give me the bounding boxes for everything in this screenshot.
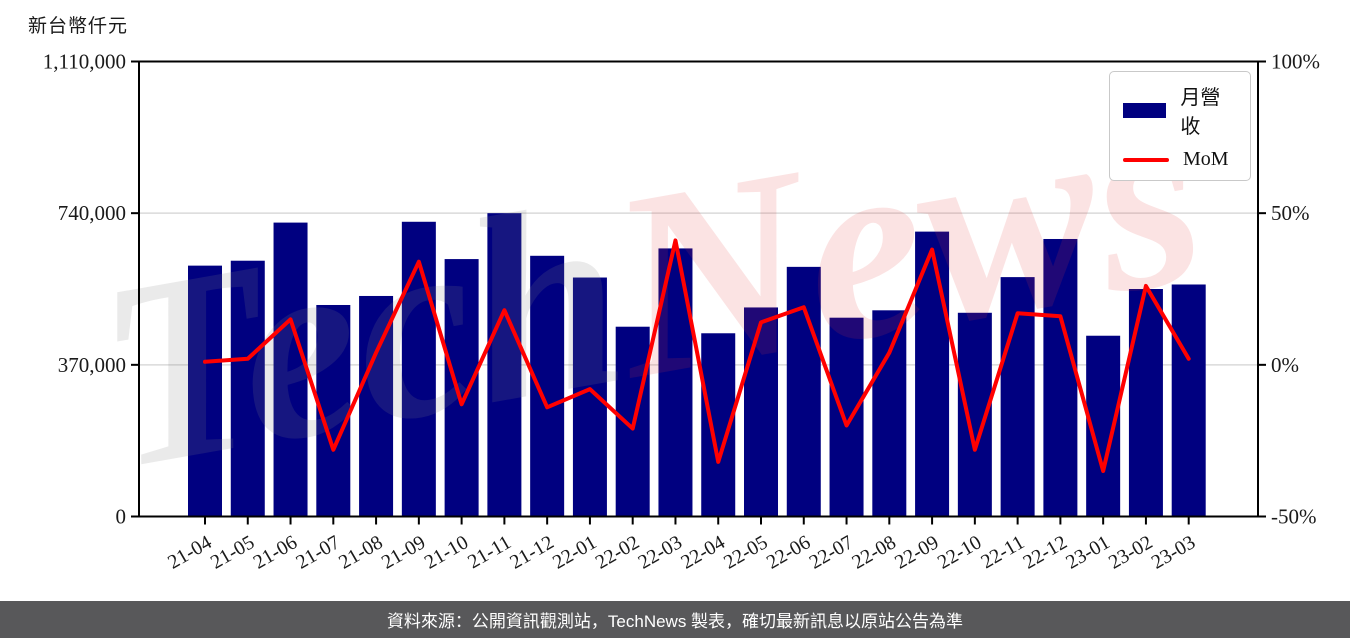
left-axis-tick-label: 740,000 bbox=[58, 201, 126, 225]
x-axis-tick-label: 23-03 bbox=[1148, 531, 1199, 573]
legend: 月營收 MoM bbox=[1109, 71, 1251, 181]
left-axis-title: 新台幣仟元 bbox=[28, 16, 129, 37]
footer-bar: 資料來源：公開資訊觀測站，TechNews 製表，確切最新訊息以原站公告為準 bbox=[0, 601, 1350, 638]
revenue-bar bbox=[1043, 238, 1078, 517]
plot-border bbox=[138, 60, 1259, 518]
x-axis-tick-label: 21-07 bbox=[292, 531, 343, 573]
legend-row-revenue: 月營收 bbox=[1123, 81, 1237, 139]
x-axis-tick-label: 23-02 bbox=[1105, 531, 1156, 573]
right-axis-tick-label: 100% bbox=[1271, 50, 1320, 74]
revenue-bar bbox=[829, 317, 864, 517]
x-axis-tick-label: 21-04 bbox=[164, 531, 215, 573]
revenue-bar bbox=[188, 265, 222, 517]
x-axis-tick-label: 22-04 bbox=[677, 531, 728, 573]
legend-label-mom: MoM bbox=[1183, 148, 1229, 170]
revenue-bar bbox=[1171, 284, 1206, 517]
x-axis-tick-label: 22-09 bbox=[891, 531, 942, 573]
x-axis-tick-label: 21-06 bbox=[250, 531, 301, 573]
left-axis-tick-label: 370,000 bbox=[58, 353, 126, 377]
mom-line bbox=[203, 238, 1191, 473]
x-axis-tick-label: 22-02 bbox=[592, 531, 643, 573]
x-axis-tick-label: 22-08 bbox=[848, 531, 899, 573]
revenue-bar bbox=[487, 213, 522, 517]
x-axis-tick-label: 22-01 bbox=[549, 531, 600, 573]
legend-line-swatch bbox=[1123, 157, 1169, 162]
left-axis-tick-label: 1,110,000 bbox=[43, 50, 126, 74]
legend-bar-swatch bbox=[1123, 102, 1167, 118]
x-axis-tick-label: 22-11 bbox=[977, 531, 1028, 573]
revenue-bar bbox=[744, 307, 779, 517]
x-axis-tick-label: 21-05 bbox=[207, 531, 258, 573]
right-axis-tick-label: 50% bbox=[1271, 201, 1310, 225]
revenue-bar bbox=[273, 222, 308, 517]
x-axis-tick-label: 22-07 bbox=[806, 531, 857, 573]
legend-row-mom: MoM bbox=[1123, 148, 1237, 171]
x-axis-tick-label: 22-03 bbox=[635, 531, 686, 573]
x-axis-tick-label: 22-10 bbox=[934, 531, 985, 573]
left-axis-tick-label: 0 bbox=[116, 505, 127, 529]
x-axis-tick-label: 21-10 bbox=[421, 531, 472, 573]
revenue-bar bbox=[444, 259, 479, 517]
revenue-bar bbox=[872, 310, 907, 517]
x-axis-tick-label: 21-12 bbox=[506, 531, 557, 573]
x-axis-tick-label: 22-12 bbox=[1019, 531, 1070, 573]
footer-source-text: 資料來源：公開資訊觀測站，TechNews 製表，確切最新訊息以原站公告為準 bbox=[386, 612, 964, 631]
x-axis-tick-label: 23-01 bbox=[1062, 531, 1113, 573]
x-axis-tick-label: 22-06 bbox=[763, 531, 814, 573]
revenue-bar bbox=[230, 260, 265, 517]
x-axis-tick-label: 21-09 bbox=[378, 531, 429, 573]
x-axis-tick-label: 21-08 bbox=[335, 531, 386, 573]
x-axis-tick-label: 21-11 bbox=[464, 531, 515, 573]
right-axis-tick-label: -50% bbox=[1271, 505, 1317, 529]
right-axis-tick-label: 0% bbox=[1271, 353, 1299, 377]
revenue-bar bbox=[401, 221, 436, 517]
x-axis-tick-label: 22-05 bbox=[720, 531, 771, 573]
legend-label-revenue: 月營收 bbox=[1180, 87, 1221, 138]
